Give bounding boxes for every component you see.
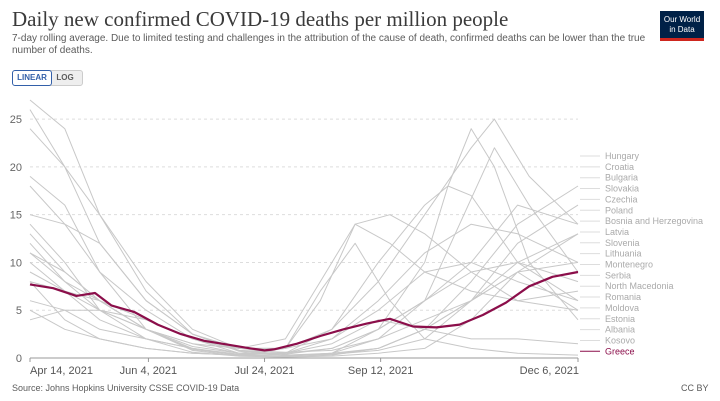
log-scale-button[interactable]: LOG <box>47 70 83 86</box>
legend-label-bulgaria[interactable]: Bulgaria <box>605 173 638 183</box>
x-tick-label: Sep 12, 2021 <box>348 365 413 377</box>
series-line-bosnia-and-herzegovina <box>29 128 579 354</box>
logo-line-2: in Data <box>669 25 695 34</box>
series-line-montenegro <box>29 214 579 349</box>
series-line-latvia <box>29 147 579 353</box>
y-tick-label: 5 <box>16 305 22 317</box>
chart-subtitle: 7-day rolling average. Due to limited te… <box>12 33 646 56</box>
y-tick-label: 0 <box>16 353 22 365</box>
source-note[interactable]: Source: Johns Hopkins University CSSE CO… <box>12 383 240 393</box>
x-tick-label: Dec 6, 2021 <box>520 365 579 377</box>
legend-label-montenegro[interactable]: Montenegro <box>605 260 653 270</box>
legend-label-estonia[interactable]: Estonia <box>605 314 635 324</box>
legend-label-czechia[interactable]: Czechia <box>605 194 638 204</box>
x-tick-label: Jun 4, 2021 <box>120 365 178 377</box>
legend-label-north-macedonia[interactable]: North Macedonia <box>605 281 674 291</box>
legend-label-moldova[interactable]: Moldova <box>605 303 639 313</box>
series-line-greece <box>29 270 579 352</box>
legend-label-lithuania[interactable]: Lithuania <box>605 249 642 259</box>
series-line-czechia <box>29 223 579 358</box>
legend-label-latvia[interactable]: Latvia <box>605 227 629 237</box>
license-label[interactable]: CC BY <box>681 383 709 393</box>
chart-title: Daily new confirmed COVID-19 deaths per … <box>12 7 509 31</box>
legend-label-serbia[interactable]: Serbia <box>605 270 631 280</box>
series-line-estonia <box>29 262 579 357</box>
series-line-kosovo <box>29 242 579 356</box>
linear-scale-button[interactable]: LINEAR <box>12 70 52 86</box>
legend-label-kosovo[interactable]: Kosovo <box>605 335 635 345</box>
legend-label-romania[interactable]: Romania <box>605 292 641 302</box>
owid-logo[interactable]: Our World in Data <box>660 11 704 41</box>
legend-label-slovenia[interactable]: Slovenia <box>605 238 640 248</box>
legend-label-croatia[interactable]: Croatia <box>605 162 634 172</box>
series-line-romania <box>29 128 579 357</box>
x-tick-label: Apr 14, 2021 <box>30 365 93 377</box>
logo-line-1: Our World <box>663 15 701 24</box>
legend-label-hungary[interactable]: Hungary <box>605 151 640 161</box>
y-tick-label: 20 <box>10 162 22 174</box>
series-line-lithuania <box>29 223 579 349</box>
series-line-serbia <box>29 252 579 354</box>
y-tick-label: 10 <box>10 257 22 269</box>
series-line-north-macedonia <box>29 185 579 354</box>
legend-label-poland[interactable]: Poland <box>605 205 633 215</box>
series-line-slovakia <box>29 185 579 358</box>
y-tick-label: 25 <box>10 114 22 126</box>
legend-label-bosnia-and-herzegovina[interactable]: Bosnia and Herzegovina <box>605 216 703 226</box>
x-tick-label: Jul 24, 2021 <box>235 365 295 377</box>
legend-label-slovakia[interactable]: Slovakia <box>605 184 639 194</box>
y-tick-label: 15 <box>10 210 22 222</box>
legend-label-greece[interactable]: Greece <box>605 346 635 356</box>
legend-label-albania[interactable]: Albania <box>605 325 635 335</box>
series-line-poland <box>29 176 579 357</box>
series-line-hungary <box>29 99 579 356</box>
